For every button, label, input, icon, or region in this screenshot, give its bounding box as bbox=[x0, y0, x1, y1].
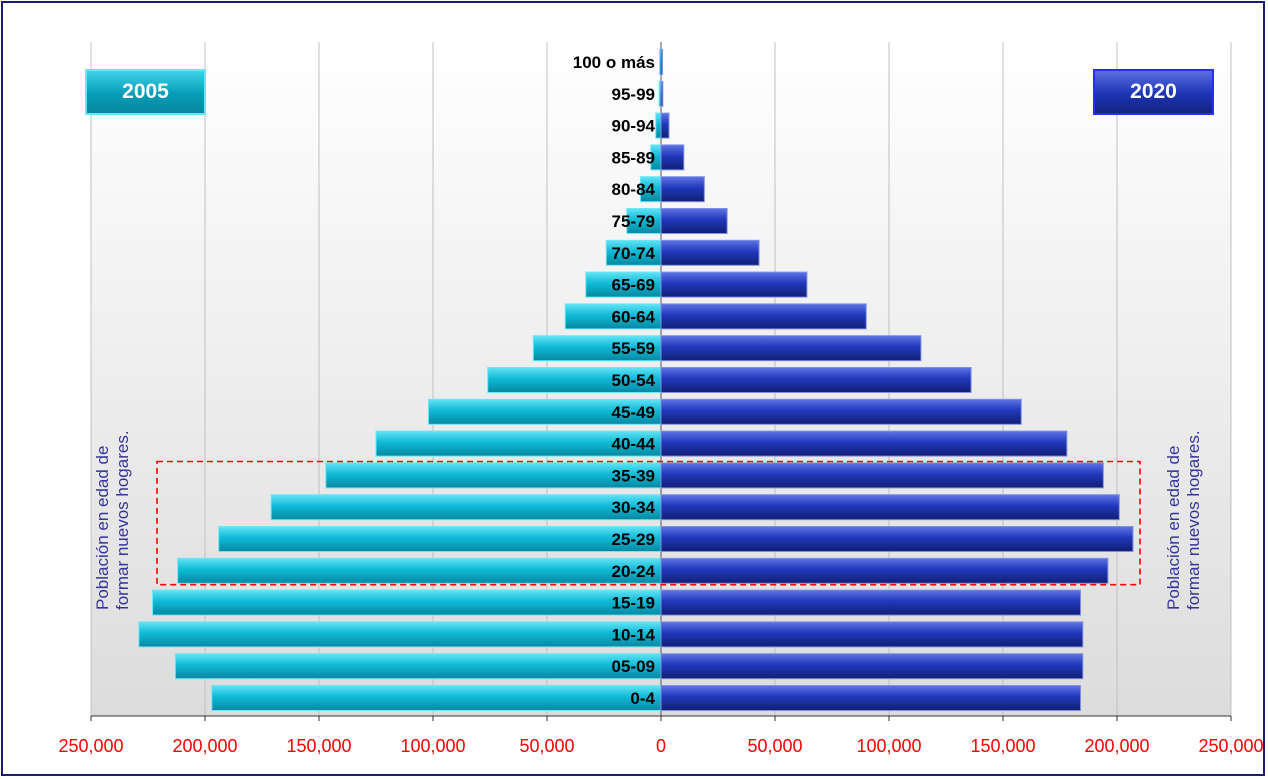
bar-2020-30-34 bbox=[660, 494, 1120, 521]
bar-2005-75-79 bbox=[626, 208, 662, 234]
bar-2005-45-49 bbox=[427, 398, 662, 425]
category-label: 85-89 bbox=[612, 148, 655, 167]
bar-2020-65-69 bbox=[660, 271, 808, 298]
age-group-labels: 0-4 05-09 10-14 15-19 20-24 25-29 30-34 35-39 40… bbox=[573, 53, 656, 708]
bar-2005-05-09 bbox=[174, 653, 662, 680]
x-tick-label: 150,000 bbox=[286, 736, 351, 756]
bar-2005-90-94 bbox=[655, 112, 662, 139]
x-tick-label: 0 bbox=[656, 736, 666, 756]
bar-2005-0-4 bbox=[211, 685, 662, 711]
category-label: 25-29 bbox=[612, 530, 655, 549]
x-tick-label: 150,000 bbox=[970, 736, 1035, 756]
bar-2020-100 o más bbox=[660, 49, 663, 75]
year-badge-2020: 2020 bbox=[1093, 69, 1214, 115]
category-label: 55-59 bbox=[612, 339, 655, 358]
bar-2020-40-44 bbox=[660, 430, 1068, 457]
bar-2005-25-29 bbox=[218, 526, 662, 552]
category-label: 80-84 bbox=[612, 180, 656, 199]
bar-2020-80-84 bbox=[660, 176, 705, 203]
bar-2005-30-34 bbox=[270, 494, 662, 521]
bar-2005-20-24 bbox=[177, 557, 662, 584]
category-label: 65-69 bbox=[612, 276, 655, 295]
category-label: 45-49 bbox=[612, 403, 655, 422]
category-label: 100 o más bbox=[573, 53, 655, 72]
category-label: 30-34 bbox=[612, 498, 656, 517]
bar-2005-60-64 bbox=[564, 303, 662, 330]
year-badge-2005: 2005 bbox=[85, 69, 206, 115]
x-tick-label: 200,000 bbox=[172, 736, 237, 756]
category-label: 0-4 bbox=[630, 689, 655, 708]
bar-2005-10-14 bbox=[138, 621, 662, 648]
category-label: 15-19 bbox=[612, 594, 655, 613]
bar-2020-95-99 bbox=[660, 80, 664, 107]
bar-2005-50-54 bbox=[487, 367, 662, 393]
bar-2020-55-59 bbox=[660, 335, 922, 362]
side-note-right: Población en edad de formar nuevos hogar… bbox=[1164, 370, 1206, 610]
bar-2020-90-94 bbox=[660, 112, 670, 139]
bar-2005-15-19 bbox=[152, 589, 662, 616]
category-label: 90-94 bbox=[612, 117, 656, 136]
bar-2020-35-39 bbox=[660, 462, 1104, 489]
x-tick-label: 100,000 bbox=[856, 736, 921, 756]
bar-2020-60-64 bbox=[660, 303, 867, 330]
category-label: 75-79 bbox=[612, 212, 655, 231]
category-label: 20-24 bbox=[612, 562, 656, 581]
bar-2020-10-14 bbox=[660, 621, 1084, 648]
side-note-right-line1: Población en edad de bbox=[1164, 445, 1183, 610]
x-tick-label: 250,000 bbox=[1198, 736, 1263, 756]
side-note-left-line2: formar nuevos hogares. bbox=[113, 430, 132, 610]
bar-2020-50-54 bbox=[660, 367, 972, 393]
category-label: 10-14 bbox=[612, 625, 656, 644]
category-label: 40-44 bbox=[612, 435, 656, 454]
bar-2005-35-39 bbox=[325, 462, 662, 489]
bar-2020-20-24 bbox=[660, 557, 1109, 584]
x-tick-label: 250,000 bbox=[58, 736, 123, 756]
category-label: 70-74 bbox=[612, 244, 656, 263]
side-note-right-line2: formar nuevos hogares. bbox=[1184, 430, 1203, 610]
x-tick-label: 50,000 bbox=[747, 736, 802, 756]
bar-2020-15-19 bbox=[660, 589, 1082, 616]
bar-2020-25-29 bbox=[660, 526, 1134, 552]
x-axis: 250,000 200,000 150,000 100,000 50,000 0 50,00… bbox=[58, 715, 1264, 756]
bar-2020-85-89 bbox=[660, 144, 685, 171]
x-tick-label: 200,000 bbox=[1084, 736, 1149, 756]
bar-2020-70-74 bbox=[660, 239, 760, 266]
category-label: 05-09 bbox=[612, 657, 655, 676]
category-label: 50-54 bbox=[612, 371, 656, 390]
bar-2020-45-49 bbox=[660, 398, 1022, 425]
x-tick-label: 50,000 bbox=[519, 736, 574, 756]
bar-2020-05-09 bbox=[660, 653, 1084, 680]
bar-2020-0-4 bbox=[660, 685, 1082, 711]
category-label: 35-39 bbox=[612, 466, 655, 485]
category-label: 95-99 bbox=[612, 85, 655, 104]
highlight-box bbox=[156, 460, 1141, 586]
side-note-left: Población en edad de formar nuevos hogar… bbox=[93, 370, 135, 610]
x-tick-label: 100,000 bbox=[400, 736, 465, 756]
side-note-left-line1: Población en edad de bbox=[93, 445, 112, 610]
bar-2020-75-79 bbox=[660, 208, 728, 234]
series-2020-bars bbox=[660, 49, 1134, 711]
bar-2005-55-59 bbox=[532, 335, 662, 362]
category-label: 60-64 bbox=[612, 307, 656, 326]
